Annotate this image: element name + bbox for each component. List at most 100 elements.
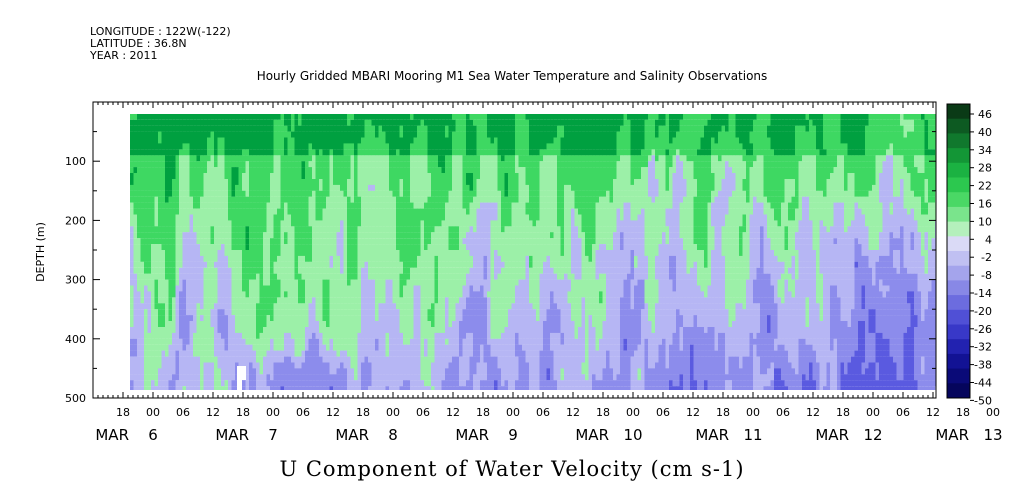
heatmap-cell — [497, 173, 502, 179]
heatmap-cell — [231, 291, 236, 298]
heatmap-cell — [326, 202, 330, 209]
heatmap-cell — [161, 267, 166, 274]
heatmap-cell — [452, 190, 456, 197]
heatmap-cell — [273, 261, 278, 268]
heatmap-cell — [322, 309, 327, 316]
heatmap-cell — [266, 356, 271, 363]
heatmap-cell — [277, 250, 281, 256]
heatmap-cell — [130, 267, 134, 274]
heatmap-cell — [371, 362, 376, 369]
heatmap-cell — [329, 362, 334, 369]
heatmap-cell — [252, 208, 257, 215]
heatmap-cell — [305, 285, 309, 292]
heatmap-cell — [319, 149, 323, 156]
heatmap-cell — [389, 362, 393, 369]
heatmap-cell — [455, 208, 460, 215]
heatmap-cell — [427, 119, 432, 126]
heatmap-cell — [259, 315, 264, 322]
heatmap-cell — [406, 202, 411, 209]
heatmap-cell — [179, 161, 183, 168]
heatmap-cell — [361, 362, 365, 369]
heatmap-cell — [448, 173, 453, 179]
heatmap-cell — [375, 214, 379, 221]
heatmap-cell — [427, 350, 432, 357]
heatmap-cell — [322, 344, 327, 351]
heatmap-cell — [357, 167, 362, 174]
heatmap-cell — [441, 143, 446, 150]
heatmap-cell — [210, 119, 215, 126]
heatmap-cell — [147, 291, 152, 298]
heatmap-cell — [329, 291, 334, 298]
heatmap-cell — [322, 131, 327, 138]
heatmap-cell — [270, 131, 274, 138]
heatmap-cell — [340, 149, 344, 156]
heatmap-cell — [378, 291, 383, 298]
heatmap-cell — [231, 344, 236, 351]
heatmap-cell — [455, 119, 460, 126]
heatmap-cell — [494, 332, 498, 339]
heatmap-cell — [287, 125, 292, 132]
heatmap-cell — [497, 273, 502, 280]
heatmap-cell — [445, 119, 449, 126]
heatmap-cell — [217, 332, 222, 339]
heatmap-cell — [382, 196, 386, 203]
heatmap-cell — [224, 131, 229, 138]
heatmap-cell — [382, 332, 386, 339]
heatmap-cell — [130, 161, 134, 168]
heatmap-cell — [333, 291, 337, 298]
heatmap-cell — [182, 114, 187, 120]
heatmap-cell — [189, 190, 194, 197]
heatmap-cell — [406, 356, 411, 363]
heatmap-cell — [389, 114, 393, 120]
heatmap-cell — [140, 167, 145, 174]
heatmap-cell — [168, 267, 173, 274]
heatmap-cell — [469, 244, 474, 251]
heatmap-cell — [308, 279, 313, 286]
heatmap-cell — [168, 226, 173, 233]
heatmap-cell — [455, 279, 460, 286]
heatmap-cell — [133, 184, 138, 191]
heatmap-cell — [399, 202, 404, 209]
heatmap-cell — [448, 161, 453, 168]
heatmap-cell — [336, 321, 341, 327]
heatmap-cell — [354, 190, 358, 197]
heatmap-cell — [371, 344, 376, 351]
heatmap-cell — [347, 321, 351, 327]
heatmap-cell — [406, 155, 411, 162]
heatmap-cell — [186, 332, 190, 339]
heatmap-cell — [340, 350, 344, 357]
heatmap-cell — [245, 368, 250, 375]
heatmap-cell — [217, 184, 222, 191]
heatmap-cell — [445, 226, 449, 233]
heatmap-cell — [480, 380, 484, 387]
heatmap-cell — [259, 327, 264, 333]
heatmap-cell — [333, 273, 337, 280]
heatmap-cell — [431, 114, 435, 120]
heatmap-cell — [203, 143, 208, 150]
heatmap-cell — [473, 350, 477, 357]
heatmap-cell — [487, 173, 491, 179]
heatmap-cell — [291, 161, 295, 168]
heatmap-cell — [438, 220, 442, 227]
heatmap-cell — [396, 267, 400, 274]
heatmap-cell — [193, 179, 197, 185]
heatmap-cell — [357, 303, 362, 310]
heatmap-cell — [434, 255, 439, 262]
heatmap-cell — [329, 202, 334, 209]
heatmap-cell — [347, 184, 351, 191]
heatmap-cell — [385, 380, 390, 387]
heatmap-cell — [399, 279, 404, 286]
heatmap-cell — [137, 368, 141, 375]
heatmap-cell — [494, 374, 498, 381]
heatmap-cell — [238, 350, 243, 357]
heatmap-cell — [378, 149, 383, 156]
heatmap-cell — [151, 179, 155, 185]
heatmap-cell — [284, 214, 288, 221]
heatmap-cell — [382, 338, 386, 345]
heatmap-cell — [133, 267, 138, 274]
heatmap-cell — [473, 161, 477, 168]
heatmap-cell — [494, 196, 498, 203]
heatmap-cell — [312, 226, 316, 233]
heatmap-cell — [361, 297, 365, 304]
heatmap-cell — [452, 261, 456, 268]
